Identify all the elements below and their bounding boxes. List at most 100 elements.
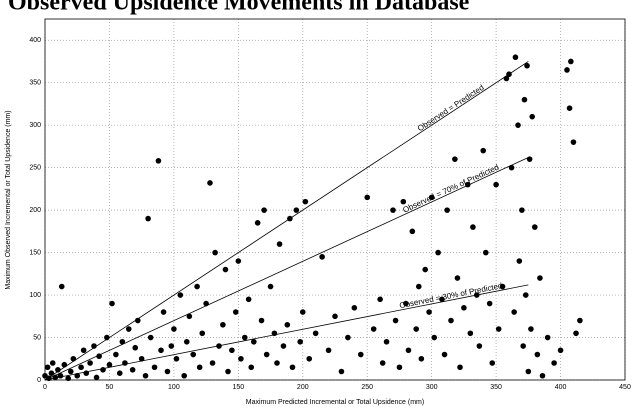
point xyxy=(452,156,458,162)
line-annotation: Observed = 30% of Predicted xyxy=(399,281,504,310)
point xyxy=(439,296,445,303)
x-tick-label: 350 xyxy=(490,384,502,391)
point xyxy=(222,266,229,273)
point xyxy=(522,292,529,298)
point xyxy=(203,300,209,307)
point xyxy=(87,360,93,366)
point xyxy=(520,343,526,349)
point xyxy=(48,370,55,377)
x-axis-label: Maximum Predicted Incremental or Total U… xyxy=(246,399,424,406)
point xyxy=(212,249,218,256)
x-tick-label: 400 xyxy=(555,384,567,391)
x-tick-label: 300 xyxy=(426,384,438,391)
point xyxy=(155,158,162,164)
point xyxy=(413,326,420,332)
point xyxy=(470,224,476,230)
y-tick-label: 250 xyxy=(29,164,41,171)
point xyxy=(297,338,304,345)
point xyxy=(551,360,557,366)
point xyxy=(441,351,448,358)
point xyxy=(573,330,579,337)
point xyxy=(390,207,396,213)
point xyxy=(473,292,480,298)
point xyxy=(448,317,454,324)
point xyxy=(271,330,278,337)
point xyxy=(57,372,64,379)
point xyxy=(183,338,190,345)
point xyxy=(229,347,235,354)
point xyxy=(67,368,74,375)
point xyxy=(160,309,167,315)
point xyxy=(55,367,61,373)
point xyxy=(238,355,244,362)
point xyxy=(444,207,450,213)
point xyxy=(486,300,493,307)
point xyxy=(457,364,463,371)
point xyxy=(70,355,77,362)
point xyxy=(489,360,496,366)
point xyxy=(508,164,515,171)
point xyxy=(544,334,551,341)
point xyxy=(568,58,574,65)
point xyxy=(516,258,523,264)
x-tick-label: 450 xyxy=(619,384,631,391)
point xyxy=(251,338,257,345)
point xyxy=(173,355,180,362)
point xyxy=(306,355,313,362)
reference-line xyxy=(44,61,529,381)
point xyxy=(147,334,154,341)
point xyxy=(142,372,149,379)
point xyxy=(258,317,265,324)
point xyxy=(528,326,534,332)
point xyxy=(100,367,106,373)
point xyxy=(196,364,203,371)
point xyxy=(377,296,383,303)
point xyxy=(145,215,151,222)
point xyxy=(531,224,538,230)
point xyxy=(232,309,239,315)
point xyxy=(186,313,193,320)
point xyxy=(113,351,119,358)
point xyxy=(351,305,358,311)
point xyxy=(461,305,467,311)
point xyxy=(125,326,132,332)
point xyxy=(284,321,291,328)
point xyxy=(338,368,345,375)
x-tick-label: 200 xyxy=(297,384,309,391)
chart-title: Observed Upsidence Movements in Database xyxy=(8,0,470,16)
point xyxy=(80,347,87,354)
point xyxy=(480,147,487,154)
y-tick-label: 100 xyxy=(29,292,41,299)
point xyxy=(241,334,248,341)
point xyxy=(483,249,489,256)
y-axis-label: Maximum Observed Incremental or Total Up… xyxy=(5,110,12,289)
y-tick-label: 300 xyxy=(29,122,41,129)
point xyxy=(93,374,100,381)
point xyxy=(287,215,293,222)
point xyxy=(190,351,197,358)
point xyxy=(467,330,474,337)
point xyxy=(119,338,126,345)
point xyxy=(519,207,525,213)
point xyxy=(537,275,543,281)
point xyxy=(515,122,521,128)
point xyxy=(46,375,52,382)
point xyxy=(312,330,319,337)
point xyxy=(357,351,364,358)
point xyxy=(405,347,412,354)
point xyxy=(158,347,164,354)
point xyxy=(245,296,252,303)
point xyxy=(319,254,325,260)
point xyxy=(177,292,184,298)
point xyxy=(521,96,528,103)
y-tick-label: 200 xyxy=(29,207,41,214)
point xyxy=(91,343,97,349)
point xyxy=(220,321,226,328)
point xyxy=(109,300,115,307)
y-tick-label: 400 xyxy=(29,37,41,44)
y-tick-label: 50 xyxy=(33,334,41,341)
point xyxy=(263,351,270,358)
point xyxy=(464,181,471,188)
x-tick-label: 0 xyxy=(43,384,47,391)
